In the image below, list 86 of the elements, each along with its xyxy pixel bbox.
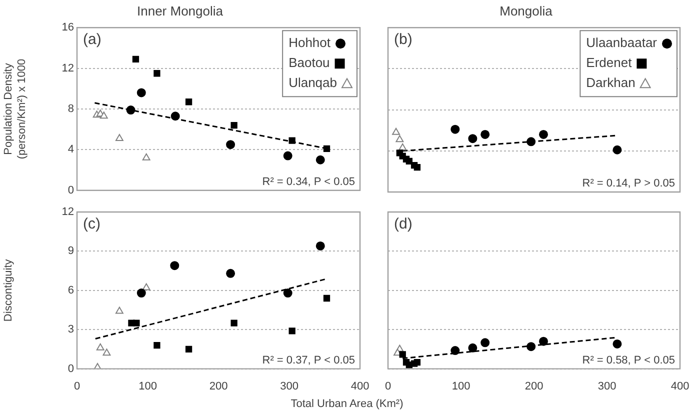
point (133, 320, 140, 326)
point (115, 134, 124, 142)
point (526, 137, 536, 146)
annotation: (b) (394, 31, 412, 48)
point (288, 328, 296, 334)
x-tick-label: 100 (138, 380, 157, 392)
y-axis-title: Population Density (person/Km²) x 1000 (2, 58, 28, 160)
point (480, 130, 490, 139)
y-tick-label: 6 (68, 284, 74, 296)
x-tick-label: 200 (524, 380, 544, 392)
point (414, 164, 421, 171)
x-tick-label: 400 (350, 380, 370, 392)
point (136, 88, 146, 98)
point (399, 351, 406, 358)
point (450, 124, 460, 134)
point (392, 128, 400, 135)
point (226, 140, 236, 150)
point (185, 98, 192, 106)
y-tick-label: 12 (62, 62, 74, 74)
point (115, 306, 124, 314)
annotation: (a) (83, 31, 102, 48)
x-axis-title: Total Urban Area (Km²) (290, 398, 404, 410)
annotation: (c) (83, 216, 100, 233)
point (480, 338, 490, 348)
point (323, 294, 330, 302)
y-tick-label: 3 (68, 324, 74, 336)
point (316, 241, 325, 250)
y-tick-label: 0 (68, 362, 74, 375)
x-tick-label: 200 (209, 380, 228, 392)
point (468, 134, 478, 144)
legend-label: Hohhot (288, 35, 331, 50)
y-tick-label: 12 (62, 206, 74, 218)
y-tick-label: 0 (68, 184, 74, 196)
point (538, 336, 548, 346)
point (612, 339, 622, 348)
point (230, 122, 238, 129)
y-tick-label: 16 (62, 22, 74, 34)
x-tick-label: 300 (280, 380, 298, 392)
point (538, 130, 548, 139)
x-tick-label: 100 (452, 380, 470, 392)
legend-label: Darkhan (586, 75, 636, 90)
y-tick-label: 8 (68, 103, 74, 116)
point (612, 145, 622, 154)
point (102, 348, 111, 356)
y-axis-title: Discontiguity (2, 258, 15, 322)
chart-title: Inner Mongolia (137, 3, 224, 18)
point (316, 155, 325, 164)
chart-title: Mongolia (500, 3, 554, 18)
annotation: R² = 0.14, P > 0.05 (582, 178, 675, 190)
point (526, 342, 536, 352)
annotation: R² = 0.37, P < 0.05 (262, 354, 355, 366)
point (136, 288, 146, 298)
point (450, 346, 460, 356)
point (142, 283, 150, 290)
point (414, 358, 421, 366)
point (154, 70, 160, 77)
legend-label: Baotou (288, 55, 330, 70)
point (132, 56, 140, 62)
x-tick-label: 400 (670, 380, 690, 392)
point (154, 342, 160, 349)
point (468, 343, 478, 352)
point (396, 135, 404, 142)
annotation: R² = 0.58, P < 0.05 (582, 354, 675, 366)
point (142, 153, 150, 160)
point (226, 268, 236, 278)
legend-label: Ulanqab (288, 75, 338, 90)
point (170, 112, 180, 121)
y-tick-label: 9 (68, 245, 74, 258)
point (398, 143, 407, 150)
annotation: (d) (394, 216, 412, 233)
point (170, 261, 180, 270)
point (288, 137, 296, 144)
legend-label: Erdenet (586, 55, 632, 70)
point (283, 151, 292, 160)
annotation: R² = 0.34, P < 0.05 (262, 176, 355, 188)
point (283, 288, 292, 298)
x-tick-label: 300 (598, 380, 616, 392)
point (323, 145, 330, 152)
point (126, 106, 136, 115)
y-tick-label: 4 (68, 144, 74, 156)
point (96, 343, 104, 350)
x-tick-label: 0 (384, 380, 392, 392)
point (185, 346, 192, 353)
point (230, 320, 238, 326)
point (100, 112, 108, 119)
legend-label: Ulaanbaatar (586, 35, 658, 50)
